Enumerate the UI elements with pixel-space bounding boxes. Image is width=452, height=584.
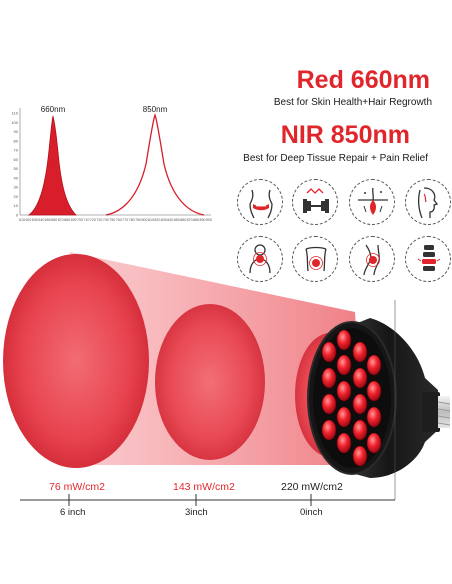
y-tick-label: 40 — [14, 175, 19, 180]
x-tick-label: 620 — [25, 218, 31, 222]
y-tick-label: 0 — [16, 213, 19, 218]
x-tick-label: 880 — [193, 218, 199, 222]
x-tick-label: 890 — [200, 218, 206, 222]
x-tick-label: 690 — [71, 218, 77, 222]
x-tick-label: 630 — [32, 218, 38, 222]
led-chip — [352, 341, 368, 363]
y-tick-label: 30 — [14, 185, 19, 190]
led-chip — [336, 329, 352, 351]
peak-red-label: 660nm — [41, 105, 66, 114]
x-tick-label: 610 — [19, 218, 25, 222]
spectrum-chart: 0 10 20 30 40 50 60 70 80 90 100 110 610 620 630 640 65… — [11, 105, 212, 222]
y-tick-label: 70 — [14, 148, 19, 153]
beam-disc-far — [3, 254, 149, 468]
led-chip — [352, 445, 368, 467]
x-tick-label: 700 — [77, 218, 83, 222]
led-chip — [321, 393, 337, 415]
distance-far-label: 6 inch — [60, 507, 86, 518]
peak-nir-label: 850nm — [143, 105, 168, 114]
red-light-bulb — [307, 318, 451, 478]
led-chip — [352, 393, 368, 415]
led-array — [321, 329, 382, 467]
x-tick-label: 790 — [135, 218, 141, 222]
y-tick-label: 50 — [14, 166, 19, 171]
spectrum-x-ticks: 610 620 630 640 650 660 670 680 690 700 710 720 730 7… — [19, 218, 212, 222]
power-far-label: 76 mW/cm2 — [49, 481, 106, 493]
x-tick-label: 720 — [90, 218, 96, 222]
back-pain-icon — [292, 236, 338, 282]
y-tick-label: 60 — [14, 157, 19, 162]
x-tick-label: 840 — [167, 218, 173, 222]
nir-850nm-subtitle: Best for Deep Tissue Repair + Pain Relie… — [243, 153, 428, 164]
x-tick-label: 780 — [129, 218, 135, 222]
led-chip — [336, 380, 352, 402]
led-chip — [366, 406, 382, 428]
beam-disc-mid — [155, 304, 265, 460]
x-tick-label: 820 — [154, 218, 160, 222]
spectrum-y-ticks: 0 10 20 30 40 50 60 70 80 90 100 110 — [11, 111, 18, 218]
red-660nm-title: Red 660nm — [296, 66, 430, 94]
led-chip — [336, 432, 352, 454]
x-tick-label: 640 — [38, 218, 44, 222]
led-chip — [352, 419, 368, 441]
led-chip — [336, 354, 352, 376]
x-tick-label: 730 — [96, 218, 102, 222]
light-beam-illustration — [3, 252, 365, 468]
x-tick-label: 680 — [64, 218, 70, 222]
distance-near-label: 0inch — [300, 507, 323, 518]
face-profile-icon — [405, 179, 451, 225]
x-tick-label: 660 — [51, 218, 57, 222]
skin-hair-follicle-icon — [349, 179, 395, 225]
dumbbell-icon — [292, 179, 338, 225]
red-660nm-spectrum-peak — [27, 115, 77, 216]
led-chip — [336, 406, 352, 428]
y-tick-label: 20 — [14, 194, 19, 199]
led-chip — [366, 432, 382, 454]
x-tick-label: 860 — [180, 218, 186, 222]
x-tick-label: 670 — [58, 218, 64, 222]
nir-850nm-title: NIR 850nm — [280, 121, 410, 149]
x-tick-label: 810 — [148, 218, 154, 222]
spine-icon — [405, 236, 451, 282]
bulb-screw-base — [437, 396, 451, 428]
x-tick-label: 900 — [206, 218, 212, 222]
waist-body-icon — [237, 179, 283, 225]
led-chip — [366, 380, 382, 402]
distance-ruler — [20, 300, 396, 506]
x-tick-label: 710 — [83, 218, 89, 222]
x-tick-label: 740 — [103, 218, 109, 222]
led-chip — [321, 341, 337, 363]
nir-850nm-spectrum-curve — [105, 113, 205, 216]
neck-pain-icon — [237, 236, 283, 282]
x-tick-label: 850 — [174, 218, 180, 222]
y-tick-label: 10 — [14, 203, 19, 208]
distance-mid-label: 3inch — [185, 507, 208, 518]
x-tick-label: 760 — [116, 218, 122, 222]
x-tick-label: 870 — [187, 218, 193, 222]
x-tick-label: 750 — [109, 218, 115, 222]
x-tick-label: 800 — [142, 218, 148, 222]
y-tick-label: 80 — [14, 138, 19, 143]
x-tick-label: 770 — [122, 218, 128, 222]
led-chip — [366, 354, 382, 376]
x-tick-label: 650 — [45, 218, 51, 222]
power-mid-label: 143 mW/cm2 — [173, 481, 235, 493]
x-tick-label: 830 — [161, 218, 167, 222]
y-tick-label: 90 — [14, 129, 19, 134]
knee-joint-icon — [349, 236, 395, 282]
led-chip — [352, 367, 368, 389]
y-tick-label: 100 — [11, 120, 18, 125]
led-chip — [321, 419, 337, 441]
red-660nm-subtitle: Best for Skin Health+Hair Regrowth — [273, 97, 432, 108]
power-near-label: 220 mW/cm2 — [281, 481, 343, 493]
y-tick-label: 110 — [12, 111, 19, 116]
bulb-neck — [422, 392, 440, 432]
led-chip — [321, 367, 337, 389]
